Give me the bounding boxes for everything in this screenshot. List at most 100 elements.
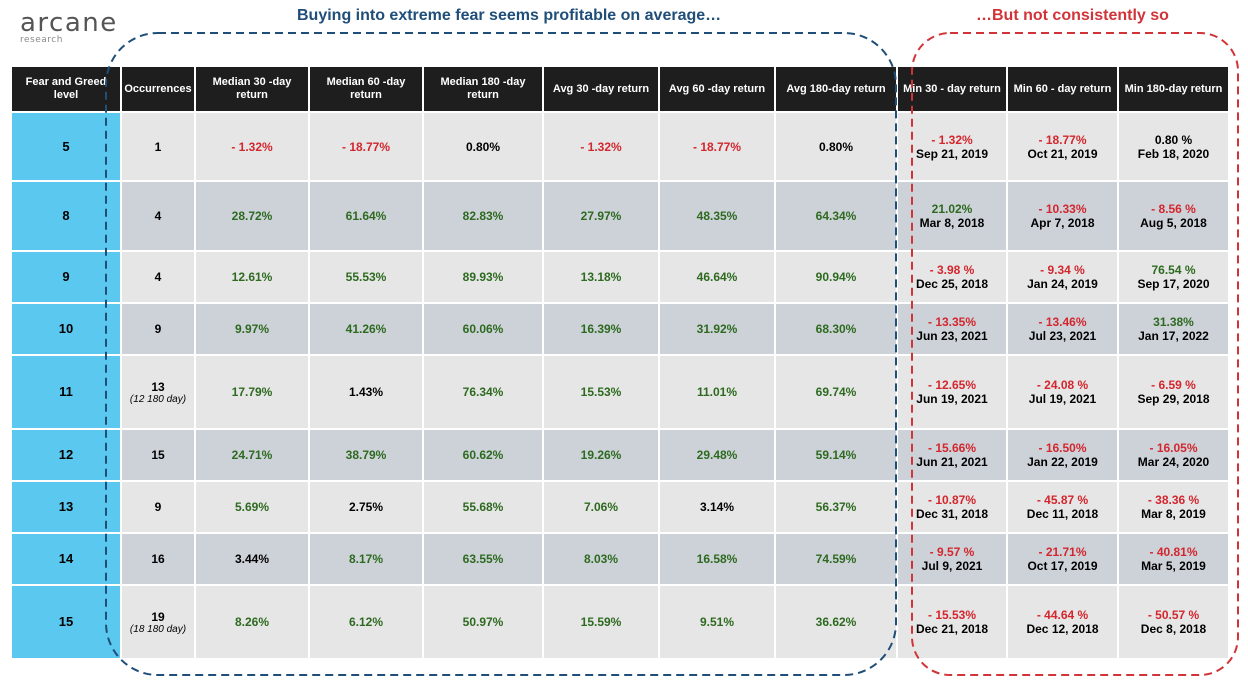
occurrences-note: (18 180 day) — [129, 623, 187, 635]
med180-cell: 55.68% — [422, 480, 544, 534]
min30-date: Jun 23, 2021 — [916, 329, 988, 343]
avg30-cell: 16.39% — [542, 302, 660, 356]
headline-average: Buying into extreme fear seems profitabl… — [297, 7, 722, 24]
min180-date: Mar 5, 2019 — [1141, 559, 1206, 573]
min180-cell: - 50.57 % Dec 8, 2018 — [1117, 584, 1230, 660]
min180-cell: - 8.56 % Aug 5, 2018 — [1117, 180, 1230, 252]
fear-greed-returns-table: Fear and Greed level Occurrences Median … — [10, 65, 1230, 660]
header-occurrences: Occurrences — [120, 65, 196, 113]
min60-cell: - 24.08 % Jul 19, 2021 — [1006, 354, 1119, 430]
occurrences-note: (12 180 day) — [129, 393, 187, 405]
table-row: 13 9 5.69% 2.75% 55.68% 7.06% 3.14% 56.37% - 10.… — [10, 480, 1230, 534]
med30-cell: 9.97% — [194, 302, 310, 356]
med30-cell: - 1.32% — [194, 111, 310, 182]
occurrences-count: 1 — [154, 139, 162, 154]
header-avg-60: Avg 60 -day return — [658, 65, 776, 113]
min180-date: Aug 5, 2018 — [1140, 216, 1207, 230]
table-row: 10 9 9.97% 41.26% 60.06% 16.39% 31.92% 68.30% - … — [10, 302, 1230, 356]
min60-cell: - 10.33% Apr 7, 2018 — [1006, 180, 1119, 252]
avg30-cell: 13.18% — [542, 250, 660, 304]
min30-value: - 15.53% — [927, 608, 977, 622]
min60-date: Oct 21, 2019 — [1027, 146, 1098, 161]
header-min-180: Min 180-day return — [1117, 65, 1230, 113]
occurrences-cell: 1 — [120, 111, 196, 182]
occurrences-cell: 4 — [120, 180, 196, 252]
occurrences-cell: 4 — [120, 250, 196, 304]
med30-cell: 5.69% — [194, 480, 310, 534]
table-row: 8 4 28.72% 61.64% 82.83% 27.97% 48.35% 64.34% 21… — [10, 180, 1230, 252]
avg180-cell: 74.59% — [774, 532, 898, 586]
header-min-30: Min 30 - day return — [896, 65, 1008, 113]
avg180-cell: 56.37% — [774, 480, 898, 534]
logo-subtitle: research — [20, 35, 63, 45]
med30-cell: 8.26% — [194, 584, 310, 660]
avg60-cell: 9.51% — [658, 584, 776, 660]
med30-cell: 24.71% — [194, 428, 310, 482]
min30-cell: - 12.65% Jun 19, 2021 — [896, 354, 1008, 430]
min60-date: Jan 24, 2019 — [1027, 277, 1098, 291]
occurrences-count: 19 — [151, 609, 165, 624]
avg30-cell: - 1.32% — [542, 111, 660, 182]
min180-cell: - 6.59 % Sep 29, 2018 — [1117, 354, 1230, 430]
avg60-cell: 29.48% — [658, 428, 776, 482]
med60-cell: 61.64% — [308, 180, 424, 252]
min180-cell: 31.38% Jan 17, 2022 — [1117, 302, 1230, 356]
min60-date: Dec 11, 2018 — [1026, 507, 1099, 521]
table-row: 12 15 24.71% 38.79% 60.62% 19.26% 29.48% 59.14%… — [10, 428, 1230, 482]
header-avg-30: Avg 30 -day return — [542, 65, 660, 113]
min180-value: - 40.81% — [1149, 545, 1198, 559]
min30-cell: - 15.53% Dec 21, 2018 — [896, 584, 1008, 660]
min180-date: Dec 8, 2018 — [1140, 622, 1207, 636]
avg180-cell: 59.14% — [774, 428, 898, 482]
occurrences-cell: 9 — [120, 480, 196, 534]
avg60-cell: 31.92% — [658, 302, 776, 356]
min180-date: Jan 17, 2022 — [1138, 329, 1209, 343]
med60-cell: 41.26% — [308, 302, 424, 356]
occurrences-cell: 13 (12 180 day) — [120, 354, 196, 430]
min30-value: 21.02% — [931, 202, 973, 216]
min30-date: Mar 8, 2018 — [919, 216, 985, 230]
min30-cell: - 13.35% Jun 23, 2021 — [896, 302, 1008, 356]
min180-date: Feb 18, 2020 — [1137, 146, 1210, 161]
header-min-60: Min 60 - day return — [1006, 65, 1119, 113]
header-row: Fear and Greed level Occurrences Median … — [10, 65, 1230, 113]
avg30-cell: 15.53% — [542, 354, 660, 430]
min30-value: - 15.66% — [927, 441, 977, 455]
med30-cell: 3.44% — [194, 532, 310, 586]
occurrences-cell: 15 — [120, 428, 196, 482]
min60-date: Dec 12, 2018 — [1026, 622, 1099, 636]
min180-cell: 76.54 % Sep 17, 2020 — [1117, 250, 1230, 304]
min30-value: - 10.87% — [927, 493, 977, 507]
min60-value: - 21.71% — [1038, 545, 1087, 559]
min60-value: - 13.46% — [1038, 315, 1087, 329]
header-median-180: Median 180 -day return — [422, 65, 544, 113]
min30-value: - 9.57 % — [929, 545, 975, 559]
med30-cell: 17.79% — [194, 354, 310, 430]
med180-cell: 60.62% — [422, 428, 544, 482]
fear-greed-level-cell: 11 — [10, 354, 122, 430]
avg60-cell: 48.35% — [658, 180, 776, 252]
min30-date: Jun 19, 2021 — [916, 392, 988, 406]
avg60-cell: - 18.77% — [658, 111, 776, 182]
min30-date: Dec 21, 2018 — [915, 622, 989, 636]
min30-cell: - 15.66% Jun 21, 2021 — [896, 428, 1008, 482]
med60-cell: 55.53% — [308, 250, 424, 304]
min30-date: Sep 21, 2019 — [915, 146, 989, 161]
min30-value: - 3.98 % — [929, 263, 975, 277]
avg60-cell: 46.64% — [658, 250, 776, 304]
min60-cell: - 18.77% Oct 21, 2019 — [1006, 111, 1119, 182]
avg60-cell: 11.01% — [658, 354, 776, 430]
fear-greed-level-cell: 8 — [10, 180, 122, 252]
min30-date: Jul 9, 2021 — [921, 559, 983, 573]
occurrences-count: 13 — [151, 379, 165, 394]
avg180-cell: 0.80% — [774, 111, 898, 182]
min180-value: 76.54 % — [1151, 263, 1196, 277]
min180-value: 0.80 % — [1154, 132, 1193, 147]
med60-cell: 8.17% — [308, 532, 424, 586]
min30-date: Dec 25, 2018 — [915, 277, 989, 291]
min60-value: - 24.08 % — [1036, 378, 1089, 392]
avg180-cell: 69.74% — [774, 354, 898, 430]
med180-cell: 63.55% — [422, 532, 544, 586]
occurrences-cell: 16 — [120, 532, 196, 586]
